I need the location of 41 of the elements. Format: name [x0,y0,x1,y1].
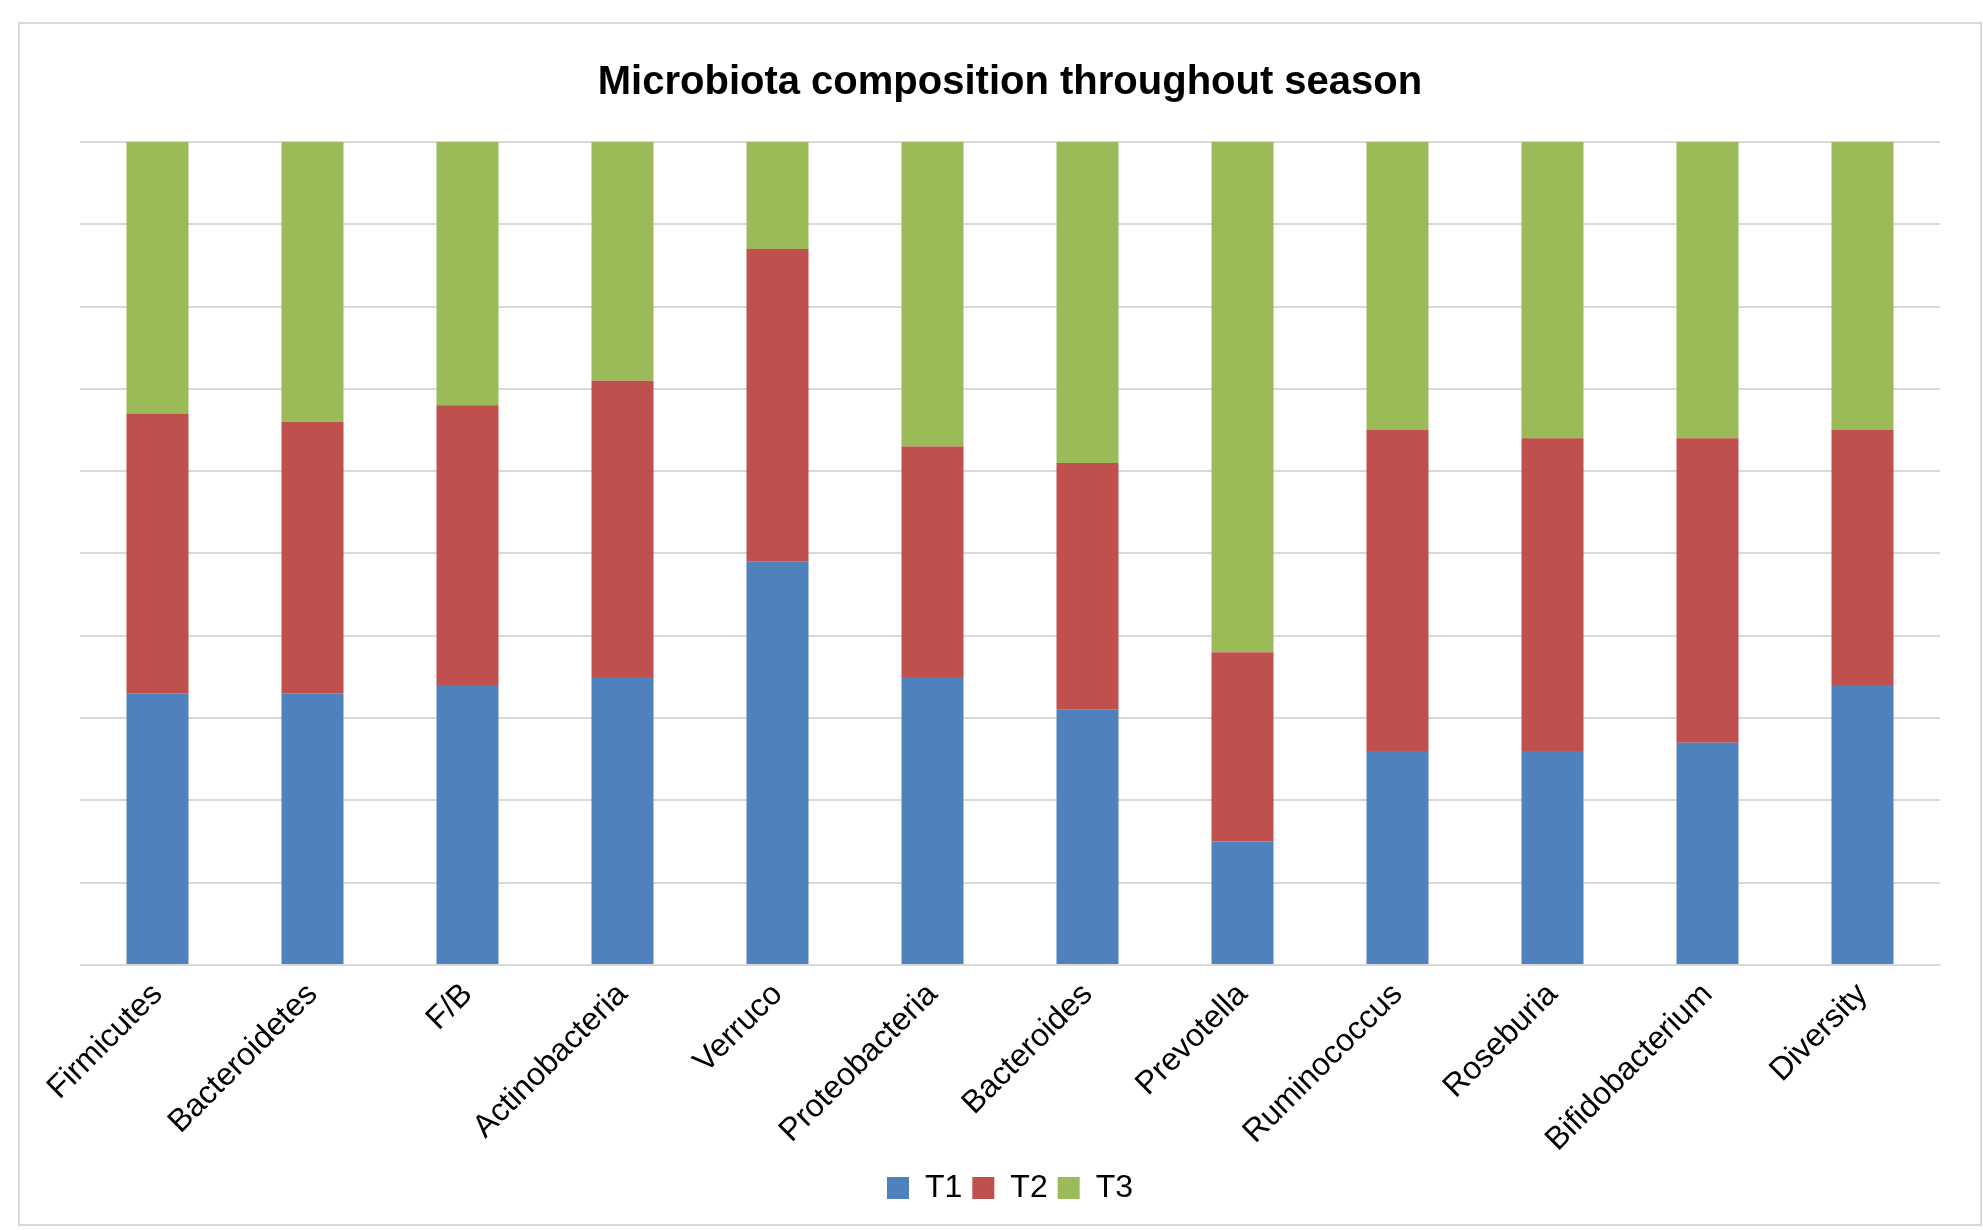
legend-label: T2 [1010,1167,1048,1204]
bar [1831,142,1894,431]
bar [281,693,344,964]
bar [126,142,189,414]
bar [591,380,654,677]
bar [126,413,189,694]
bar [1211,652,1274,842]
bar [1211,841,1274,964]
bar [1056,709,1119,964]
bar [436,142,499,406]
bar [1521,438,1584,751]
bar [746,142,809,249]
bar [1676,742,1739,964]
bar [901,142,964,447]
bar [1366,430,1429,751]
bar [436,685,499,964]
chart-title: Microbiota composition throughout season [597,58,1423,103]
x-tick-label: F/B [418,975,479,1036]
bar [746,248,809,562]
bar [1056,462,1119,710]
legend-label: T1 [924,1167,963,1204]
bar [1676,438,1739,743]
bar [591,142,654,381]
legend-label: T3 [1095,1167,1134,1204]
bar [1831,685,1894,964]
bar [1211,142,1274,653]
bar [1366,142,1429,431]
bar [746,561,809,964]
bar [901,446,964,677]
bar [126,693,189,964]
bar [1056,142,1119,463]
bar [1676,142,1739,439]
bar [1831,430,1894,686]
bar [281,421,344,694]
bar [1521,142,1584,439]
bar [1521,750,1584,964]
bar [591,676,654,964]
bar [1366,750,1429,964]
bar [436,405,499,686]
bar [901,676,964,964]
bar [281,142,344,422]
